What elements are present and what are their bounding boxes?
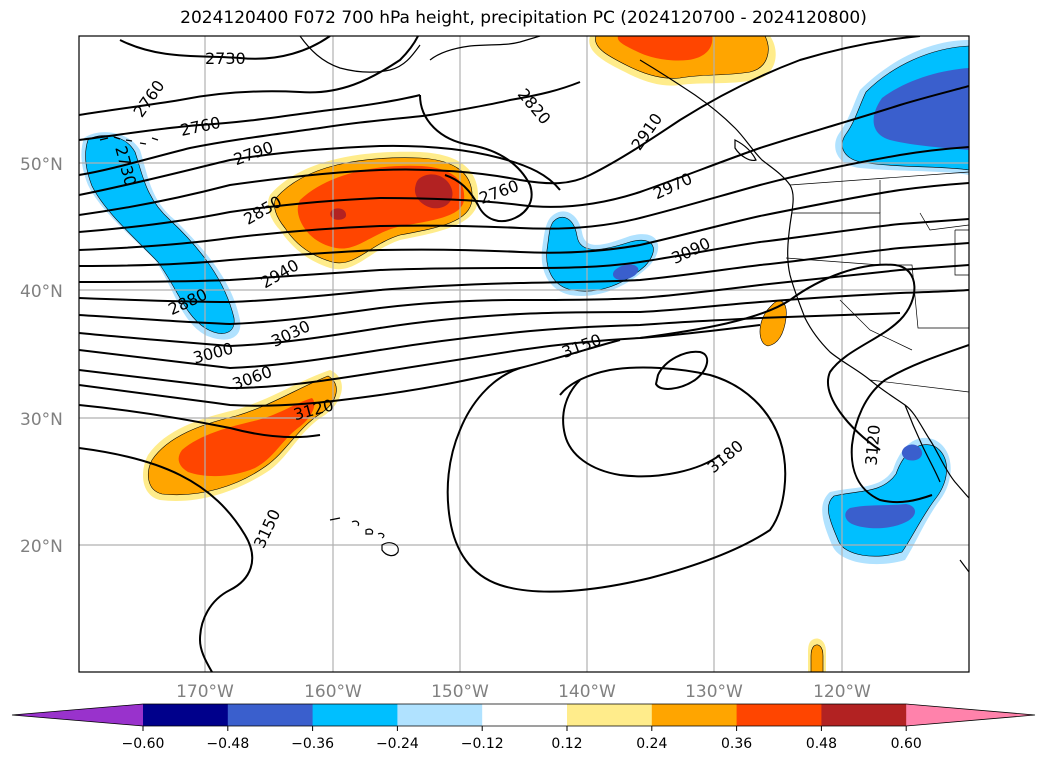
contour-label: 2910 bbox=[627, 110, 666, 154]
map-frame bbox=[78, 35, 970, 673]
contour-label: 3090 bbox=[668, 233, 713, 267]
map-plot-area: 2730 2760 2760 2730 2790 2820 2910 2850 … bbox=[79, 36, 969, 672]
colorbar-extend-high bbox=[906, 704, 1035, 726]
coast-alaska bbox=[299, 36, 541, 73]
precip-darkblue-northeast bbox=[873, 68, 969, 150]
precip-red-north bbox=[617, 36, 713, 61]
map-title: 2024120400 F072 700 hPa height, precipit… bbox=[180, 8, 867, 28]
precip-orange-california bbox=[759, 300, 787, 347]
precip-darkblue-central bbox=[612, 264, 639, 280]
contour-label: 3150 bbox=[250, 506, 284, 551]
colorbar-swatch bbox=[651, 704, 738, 726]
contour-label: 3060 bbox=[230, 362, 275, 394]
political-borders bbox=[785, 171, 969, 393]
colorbar: −0.60 −0.48 −0.36 −0.24 −0.12 0.12 0.24 0.36 0.4… bbox=[11, 703, 1036, 752]
colorbar-tick-label: −0.24 bbox=[376, 736, 419, 752]
lon-label-130w: 130°W bbox=[685, 682, 743, 702]
colorbar-tick-label: −0.60 bbox=[122, 736, 165, 752]
contour-label: 3180 bbox=[704, 436, 747, 477]
longitude-labels: 170°W 160°W 150°W 140°W 130°W 120°W bbox=[176, 682, 871, 702]
coast-baja bbox=[904, 404, 941, 483]
latitude-labels: 50°N 40°N 30°N 20°N bbox=[20, 155, 63, 557]
coast-vancouver bbox=[734, 139, 757, 161]
colorbar-swatch bbox=[736, 704, 822, 726]
lon-label-120w: 120°W bbox=[813, 682, 871, 702]
precip-orange-south-core bbox=[810, 644, 824, 672]
colorbar-tick-label: 0.60 bbox=[891, 736, 922, 752]
contour-label: 3150 bbox=[559, 330, 604, 362]
lat-label-50n: 50°N bbox=[20, 155, 63, 175]
contour-label: 2940 bbox=[257, 255, 302, 292]
colorbar-tick-label: 0.12 bbox=[551, 736, 582, 752]
colorbar-tick-label: −0.36 bbox=[291, 736, 334, 752]
lat-label-30n: 30°N bbox=[20, 410, 63, 430]
hawaii-islands bbox=[329, 517, 399, 557]
coast-aleutians bbox=[99, 136, 159, 145]
colorbar-tick-label: 0.24 bbox=[636, 736, 667, 752]
colorbar-extend-low bbox=[12, 704, 143, 726]
lon-label-160w: 160°W bbox=[304, 682, 362, 702]
lon-label-150w: 150°W bbox=[431, 682, 489, 702]
colorbar-swatch bbox=[227, 704, 314, 726]
contour-label: 2760 bbox=[179, 113, 223, 140]
lon-label-140w: 140°W bbox=[558, 682, 616, 702]
contour-label: 2970 bbox=[650, 169, 695, 203]
colorbar-swatch bbox=[397, 704, 483, 726]
colorbar-tick-label: −0.12 bbox=[461, 736, 504, 752]
colorbar-swatch bbox=[482, 704, 568, 726]
lat-label-40n: 40°N bbox=[20, 282, 63, 302]
precip-darkred-gulf-small bbox=[330, 208, 347, 220]
contour-label: 2760 bbox=[130, 77, 169, 121]
colorbar-tick-label: 0.48 bbox=[806, 736, 837, 752]
contour-label: 3120 bbox=[862, 424, 884, 466]
contour-label: 2790 bbox=[231, 137, 276, 169]
colorbar-swatch bbox=[143, 704, 229, 726]
precip-darkblue-baja-north bbox=[901, 444, 923, 461]
graticule bbox=[79, 36, 969, 672]
coast-mexico-south bbox=[959, 559, 969, 573]
colorbar-tick-label: −0.48 bbox=[206, 736, 249, 752]
colorbar-tick-label: 0.36 bbox=[721, 736, 752, 752]
height-contours bbox=[79, 36, 969, 672]
colorbar-swatch bbox=[312, 704, 398, 726]
precip-darkblue-baja bbox=[845, 504, 915, 529]
colorbar-swatch bbox=[567, 704, 653, 726]
lon-label-170w: 170°W bbox=[176, 682, 234, 702]
lat-label-20n: 20°N bbox=[20, 537, 63, 557]
colorbar-swatch bbox=[821, 704, 907, 726]
contour-label: 2730 bbox=[205, 49, 246, 68]
